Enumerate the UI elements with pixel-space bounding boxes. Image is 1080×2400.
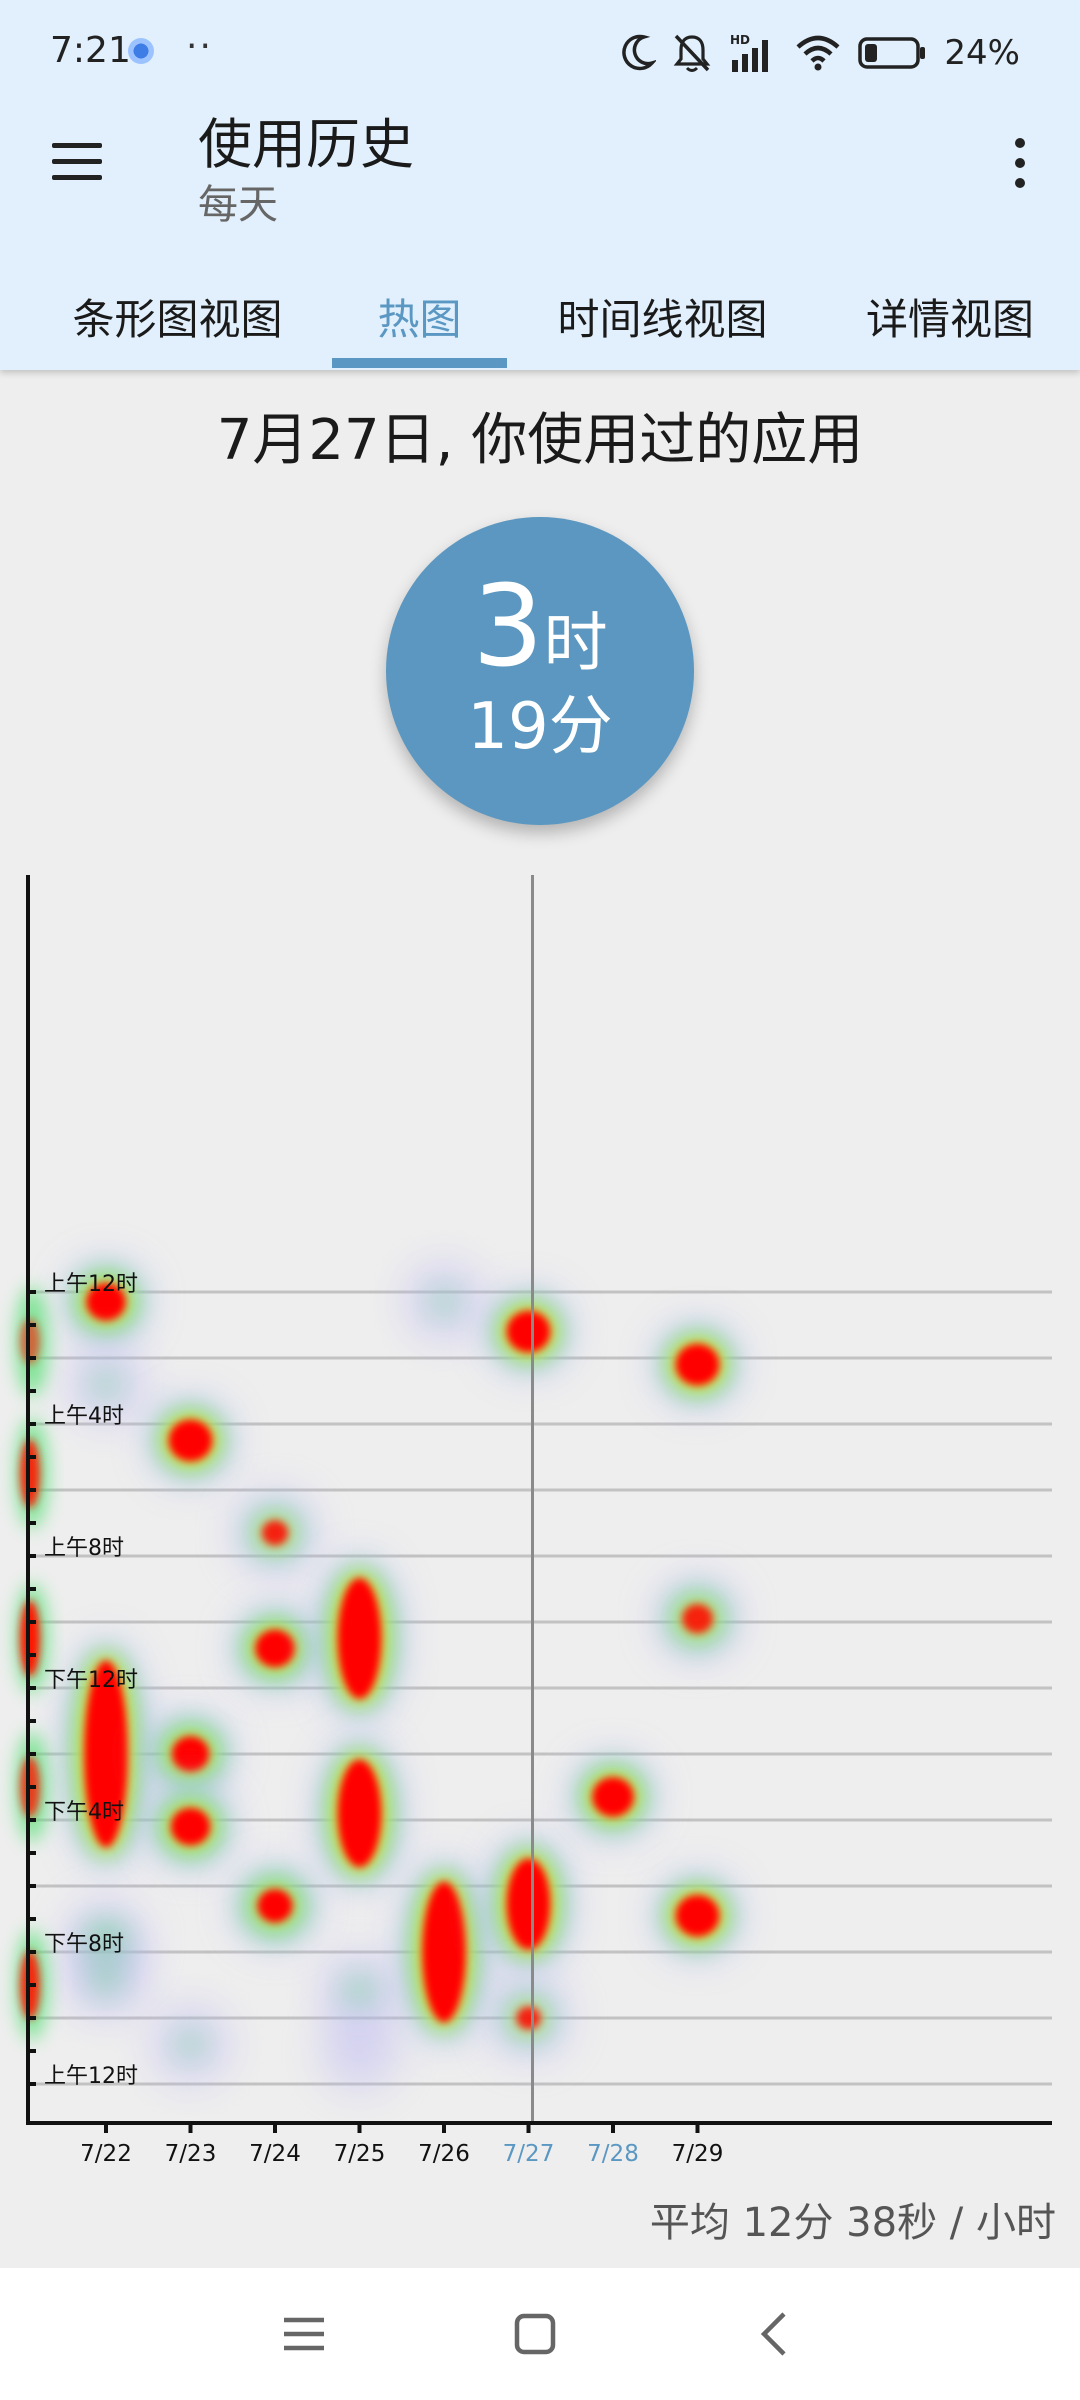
heatmap-hotspot bbox=[319, 1558, 400, 1719]
y-tick-label: 下午8时 bbox=[44, 1932, 124, 1957]
y-tick-label: 上午4时 bbox=[44, 1404, 124, 1429]
tab-label: 时间线视图 bbox=[557, 294, 768, 344]
hours-unit: 时 bbox=[543, 607, 608, 681]
heatmap-hotspot bbox=[657, 1875, 738, 1956]
view-tabs: 条形图视图 热图 时间线视图 详情视图 bbox=[0, 262, 1080, 370]
y-tick-label: 下午12时 bbox=[44, 1668, 138, 1693]
app-header: 7:21 ·· HD bbox=[0, 0, 1080, 370]
menu-lines-icon[interactable] bbox=[280, 2304, 328, 2364]
more-options-icon[interactable] bbox=[1000, 130, 1040, 196]
date-heading: 7月27日, 你使用过的应用 bbox=[216, 408, 864, 473]
x-tick-label[interactable]: 7/24 bbox=[249, 2141, 301, 2167]
tab-label: 条形图视图 bbox=[72, 294, 283, 344]
y-tick-label: 上午12时 bbox=[44, 1272, 138, 1297]
heatmap-hotspot bbox=[66, 1938, 146, 2019]
tab-label: 详情视图 bbox=[865, 294, 1034, 344]
total-usage-circle[interactable]: 3时 19分 bbox=[386, 517, 694, 825]
back-chevron-icon[interactable] bbox=[752, 2304, 800, 2364]
system-navigation-bar bbox=[0, 2268, 1080, 2400]
battery-percent: 24% bbox=[944, 33, 1020, 73]
tab-label: 热图 bbox=[377, 294, 462, 344]
heatmap-hotspot bbox=[66, 1344, 146, 1425]
y-tick-label: 下午4时 bbox=[44, 1800, 124, 1825]
heatmap-hotspot bbox=[235, 1865, 315, 1946]
x-tick-label[interactable]: 7/23 bbox=[165, 2141, 217, 2167]
page-title: 使用历史 bbox=[198, 113, 414, 176]
heatmap-hotspot bbox=[404, 1261, 484, 1342]
status-bar: 7:21 ·· HD bbox=[0, 0, 1080, 105]
heatmap-hotspot bbox=[319, 1740, 400, 1887]
status-time: 7:21 bbox=[50, 30, 131, 71]
heatmap-edge-spot bbox=[16, 1286, 48, 1397]
heatmap-hotspot bbox=[319, 2011, 400, 2091]
average-usage-per-hour: 平均 12分 38秒 / 小时 bbox=[649, 2200, 1056, 2246]
heatmap-hotspot bbox=[657, 1324, 738, 1405]
heatmap-hotspot bbox=[150, 1786, 231, 1867]
heatmap-hotspot bbox=[66, 1261, 146, 1342]
heatmap-hotspot bbox=[404, 1862, 484, 2042]
x-tick-label[interactable]: 7/27 bbox=[503, 2141, 555, 2167]
y-tick-label: 上午8时 bbox=[44, 1536, 124, 1561]
heatmap-hotspot bbox=[488, 1839, 569, 1969]
moon-icon bbox=[622, 34, 657, 71]
heatmap-hotspot bbox=[488, 1291, 569, 1372]
status-icons: HD 24% bbox=[620, 28, 1020, 78]
more-notifications-dots: ·· bbox=[186, 26, 213, 67]
x-tick-label[interactable]: 7/26 bbox=[418, 2141, 470, 2167]
x-tick-label[interactable]: 7/28 bbox=[587, 2141, 639, 2167]
menu-icon[interactable] bbox=[44, 135, 110, 191]
wifi-icon bbox=[796, 35, 840, 71]
heatmap-hotspot bbox=[235, 1608, 315, 1689]
heatmap-hotspot bbox=[66, 1641, 146, 1867]
bell-off-icon bbox=[674, 34, 711, 72]
x-tick-label[interactable]: 7/25 bbox=[334, 2141, 386, 2167]
heatmap-hotspot bbox=[488, 1978, 569, 2058]
svg-text:HD: HD bbox=[730, 33, 750, 47]
home-square-icon[interactable] bbox=[512, 2304, 560, 2364]
total-hours: 3时 bbox=[386, 567, 694, 704]
tab-details-view[interactable]: 详情视图 bbox=[830, 262, 1070, 370]
tab-timeline-view[interactable]: 时间线视图 bbox=[530, 262, 795, 370]
y-tick-label: 上午12时 bbox=[44, 2064, 138, 2089]
heatmap-hotspot bbox=[235, 1492, 315, 1573]
heatmap-hotspot bbox=[150, 1400, 231, 1481]
heatmap-hotspot bbox=[573, 1756, 653, 1837]
tab-bar-chart-view[interactable]: 条形图视图 bbox=[40, 262, 315, 370]
active-tab-indicator bbox=[332, 358, 507, 368]
battery-icon bbox=[858, 37, 926, 69]
heatmap-hotspot bbox=[150, 1714, 231, 1794]
x-tick-label[interactable]: 7/22 bbox=[80, 2141, 132, 2167]
hours-value: 3 bbox=[472, 562, 544, 692]
tab-heatmap[interactable]: 热图 bbox=[332, 262, 507, 370]
app-notification-icon bbox=[128, 38, 154, 64]
heatmap-hotspot bbox=[657, 1578, 738, 1659]
x-tick-label[interactable]: 7/29 bbox=[672, 2141, 724, 2167]
page-subtitle: 每天 bbox=[198, 182, 278, 228]
total-minutes: 19分 bbox=[467, 690, 613, 764]
heatmap-hotspot bbox=[319, 1951, 400, 2032]
hd-signal-icon: HD bbox=[730, 33, 769, 72]
heatmap-hotspot bbox=[150, 2004, 231, 2085]
heatmap-edge-spot bbox=[16, 1418, 48, 1529]
